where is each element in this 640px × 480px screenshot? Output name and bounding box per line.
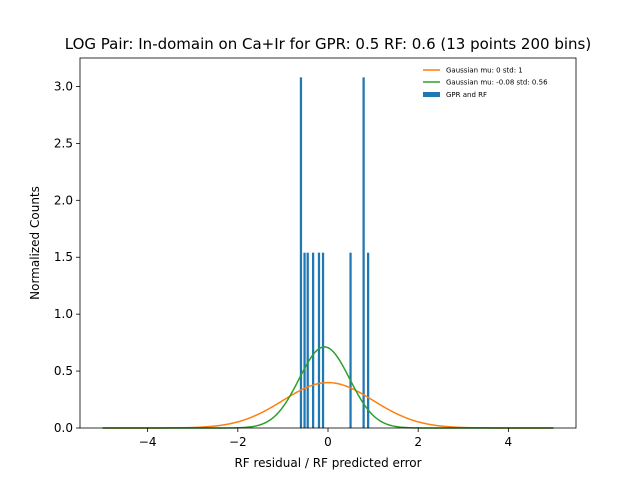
x-tick-label: 0 bbox=[324, 435, 332, 449]
histogram-bar-7 bbox=[362, 77, 365, 428]
y-tick-label: 0.0 bbox=[54, 421, 73, 435]
y-axis-label: Normalized Counts bbox=[28, 186, 42, 300]
chart-title: LOG Pair: In-domain on Ca+Ir for GPR: 0.… bbox=[65, 35, 591, 53]
histogram-bar-8 bbox=[367, 252, 370, 428]
histogram-bar-2 bbox=[306, 252, 309, 428]
histogram-bars bbox=[299, 77, 370, 428]
x-tick-label: −4 bbox=[139, 435, 157, 449]
gaussian-curve-2 bbox=[102, 346, 554, 429]
gaussian-curves bbox=[102, 346, 554, 429]
y-tick-label: 2.5 bbox=[54, 136, 73, 150]
histogram-bar-3 bbox=[311, 252, 315, 428]
plot-frame bbox=[79, 57, 577, 429]
x-axis-label: RF residual / RF predicted error bbox=[234, 456, 421, 470]
x-axis-ticks: −4 −2 0 2 4 bbox=[139, 428, 512, 449]
legend-label-histogram: GPR and RF bbox=[446, 91, 487, 99]
histogram-bar-1 bbox=[303, 252, 306, 428]
legend-label-gaussian-1: Gaussian mu: 0 std: 1 bbox=[446, 67, 523, 75]
legend-label-gaussian-2: Gaussian mu: -0.08 std: 0.56 bbox=[446, 79, 548, 87]
y-tick-label: 1.5 bbox=[54, 250, 73, 264]
histogram-bar-5 bbox=[321, 252, 325, 428]
y-tick-label: 3.0 bbox=[54, 79, 73, 93]
y-tick-label: 0.5 bbox=[54, 364, 73, 378]
histogram-bar-6 bbox=[349, 252, 352, 428]
histogram-bar-0 bbox=[299, 77, 303, 428]
y-tick-label: 2.0 bbox=[54, 193, 73, 207]
legend-swatch-histogram bbox=[423, 92, 440, 97]
y-tick-label: 1.0 bbox=[54, 307, 73, 321]
x-tick-label: 2 bbox=[414, 435, 422, 449]
legend: Gaussian mu: 0 std: 1 Gaussian mu: -0.08… bbox=[423, 67, 548, 99]
y-axis-ticks: 0.0 0.5 1.0 1.5 2.0 2.5 3.0 bbox=[54, 79, 80, 435]
histogram-bar-4 bbox=[317, 252, 321, 428]
x-tick-label: 4 bbox=[505, 435, 513, 449]
x-tick-label: −2 bbox=[229, 435, 247, 449]
gaussian-curve-1 bbox=[102, 381, 554, 429]
